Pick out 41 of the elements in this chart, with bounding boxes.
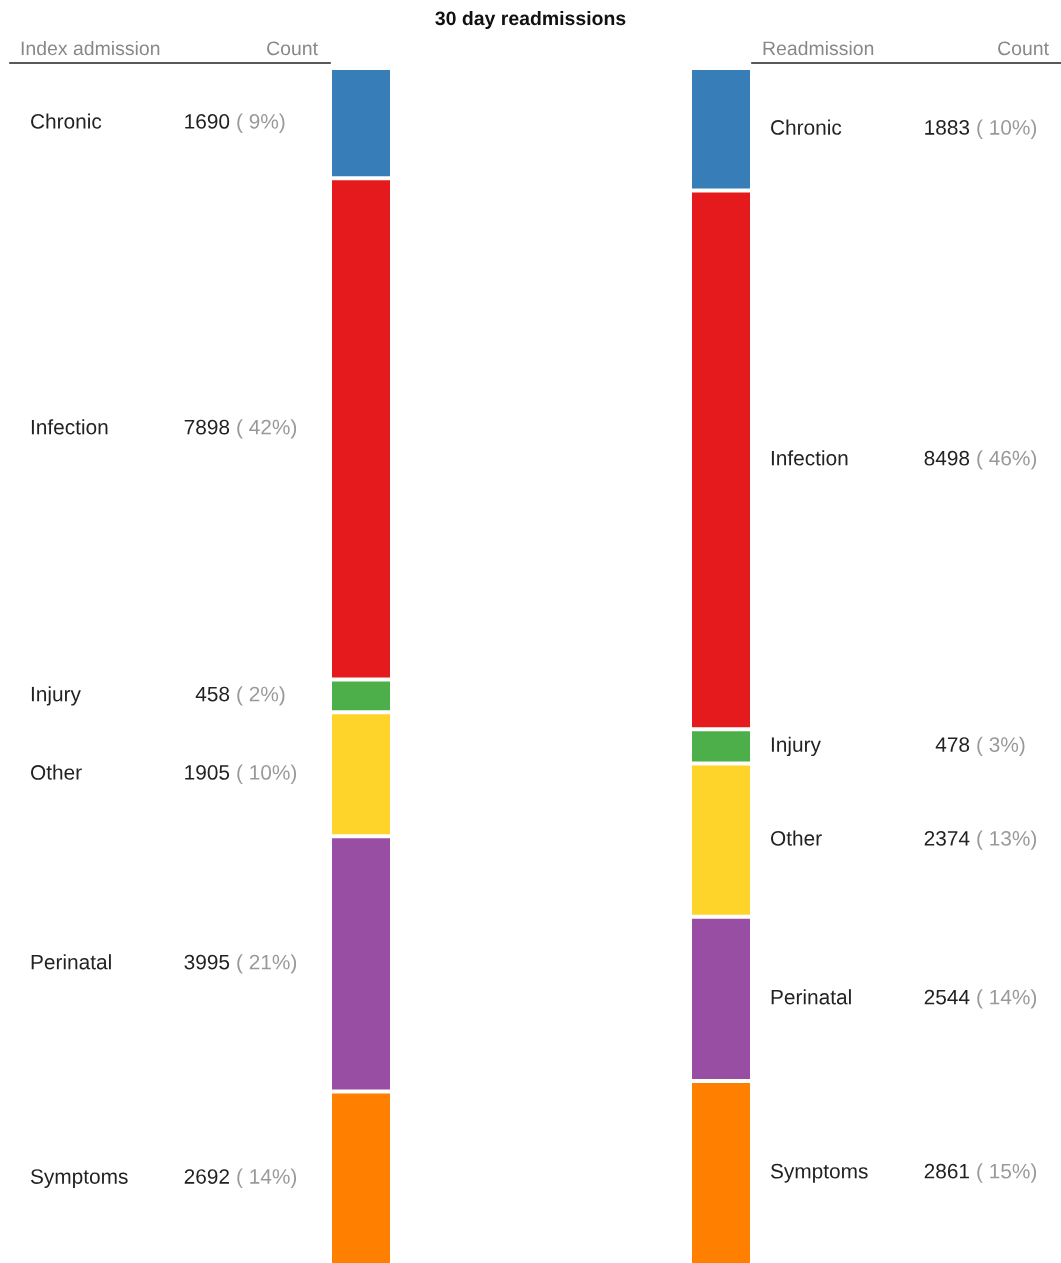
data-label: 2861 <box>924 1163 969 1179</box>
category-label: Symptoms <box>30 1169 128 1188</box>
category-label: Infection <box>31 419 108 435</box>
text: ( 14%) <box>977 989 1037 1009</box>
category-label: Injury <box>771 736 821 757</box>
text: ( 46%) <box>977 450 1037 470</box>
data-label: 3995 <box>184 954 230 970</box>
data-label: 1883 <box>925 120 970 135</box>
text: ( 2%) <box>237 686 285 706</box>
category-label: Chronic <box>771 119 842 135</box>
data-label: 1690 <box>185 114 230 129</box>
data-label: 7898 <box>184 419 230 435</box>
data-label: 2544 <box>924 989 970 1005</box>
category-label: Other <box>30 764 82 780</box>
text: Count <box>998 41 1049 56</box>
category-label: Infection <box>771 450 848 466</box>
text: ( 10%) <box>977 119 1037 139</box>
category-label: Perinatal <box>31 954 111 970</box>
text: ( 13%) <box>977 830 1037 850</box>
category-label: Perinatal <box>771 989 851 1005</box>
data-label: 8498 <box>924 450 970 466</box>
category-label: Other <box>770 830 822 846</box>
data-label: 478 <box>935 737 970 752</box>
text: ( 21%) <box>237 954 297 974</box>
data-label: 458 <box>195 686 230 702</box>
data-label: 2692 <box>184 1169 229 1184</box>
text: Count <box>267 41 318 56</box>
text: Readmission <box>763 40 874 56</box>
text: ( 9%) <box>237 113 285 133</box>
text: ( 15%) <box>977 1163 1037 1183</box>
category-label: Injury <box>31 686 81 706</box>
text: ( 14%) <box>237 1168 297 1188</box>
text: 30 day readmissions <box>435 10 626 30</box>
data-label: 2374 <box>924 830 970 846</box>
data-label: 1905 <box>185 765 230 780</box>
text: Index admission <box>21 40 160 56</box>
category-label: Symptoms <box>770 1163 868 1183</box>
text: ( 10%) <box>237 764 297 784</box>
text: ( 42%) <box>237 419 297 439</box>
text: ( 3%) <box>977 736 1025 757</box>
category-label: Chronic <box>31 113 102 129</box>
